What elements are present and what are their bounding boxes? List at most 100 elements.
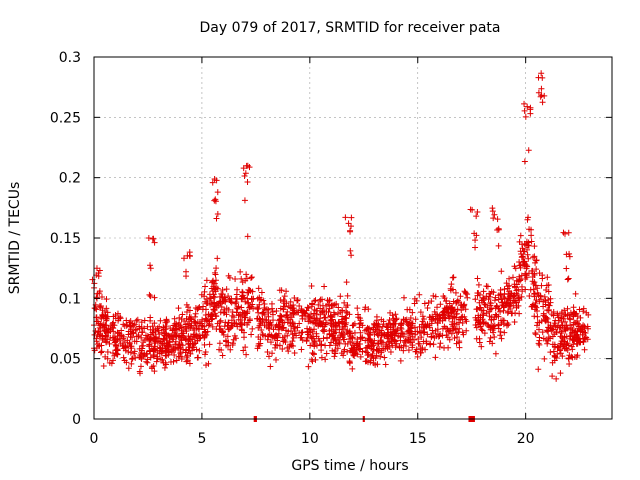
data-point <box>254 306 261 313</box>
data-point <box>343 308 350 315</box>
data-point <box>475 281 482 288</box>
data-point <box>348 252 355 259</box>
data-point <box>378 316 385 323</box>
data-point <box>541 293 548 300</box>
data-point <box>566 360 573 367</box>
data-point <box>364 324 371 331</box>
data-point <box>103 317 110 324</box>
data-point <box>382 361 389 368</box>
data-point <box>233 291 240 298</box>
axis-ticks: 0 5 10 15 20 0 0.05 0.1 0.15 0.2 0.25 0.3 <box>50 50 612 447</box>
data-point <box>389 334 396 341</box>
data-point <box>538 282 545 289</box>
data-point <box>331 330 338 337</box>
data-point <box>176 341 183 348</box>
data-point <box>281 303 288 310</box>
data-point <box>504 309 511 316</box>
data-point <box>159 338 166 345</box>
data-point <box>509 274 516 281</box>
data-point <box>209 179 216 186</box>
data-point <box>537 93 544 100</box>
data-point <box>365 359 372 366</box>
data-point <box>125 348 132 355</box>
data-point <box>413 297 420 304</box>
data-point <box>505 321 512 328</box>
data-point <box>128 356 135 363</box>
data-point <box>476 305 483 312</box>
data-point <box>203 300 210 307</box>
data-point <box>562 311 569 318</box>
data-point <box>561 338 568 345</box>
data-point <box>269 305 276 312</box>
data-point <box>290 302 297 309</box>
data-point <box>562 318 569 325</box>
data-point <box>566 333 573 340</box>
data-point <box>362 304 369 311</box>
data-point <box>98 348 105 355</box>
data-point <box>312 356 319 363</box>
data-point <box>519 253 526 260</box>
data-point <box>235 316 242 323</box>
data-point <box>564 305 571 312</box>
data-point <box>359 322 366 329</box>
data-point <box>240 165 247 172</box>
data-point <box>489 340 496 347</box>
data-point <box>331 311 338 318</box>
data-point <box>96 333 103 340</box>
data-point <box>505 295 512 302</box>
data-point <box>538 85 545 92</box>
data-point <box>450 326 457 333</box>
data-point <box>187 322 194 329</box>
data-point <box>525 214 532 221</box>
data-point <box>492 311 499 318</box>
data-point <box>322 356 329 363</box>
data-point <box>342 315 349 322</box>
data-point <box>136 368 143 375</box>
data-point <box>187 350 194 357</box>
data-point <box>242 344 249 351</box>
data-point <box>140 339 147 346</box>
data-point <box>331 301 338 308</box>
data-point <box>93 314 100 321</box>
data-point <box>498 268 505 275</box>
data-point <box>516 310 523 317</box>
data-point <box>208 313 215 320</box>
data-point <box>138 329 145 336</box>
data-point <box>305 331 312 338</box>
data-point <box>356 324 363 331</box>
data-point <box>409 309 416 316</box>
data-point <box>267 363 274 370</box>
data-point <box>461 301 468 308</box>
data-point <box>521 240 528 247</box>
data-point <box>525 270 532 277</box>
data-point <box>543 336 550 343</box>
data-point <box>458 302 465 309</box>
data-point <box>212 198 219 205</box>
data-point <box>214 255 221 262</box>
data-point <box>354 311 361 318</box>
data-point <box>580 335 587 342</box>
data-point <box>457 293 464 300</box>
data-point <box>95 328 102 335</box>
data-point <box>540 310 547 317</box>
data-point <box>564 276 571 283</box>
data-point <box>503 322 510 329</box>
data-point <box>150 351 157 358</box>
data-point <box>255 324 262 331</box>
data-point <box>323 350 330 357</box>
data-point <box>110 337 117 344</box>
data-point <box>495 242 502 249</box>
data-point <box>94 290 101 297</box>
data-point <box>448 330 455 337</box>
data-point <box>479 316 486 323</box>
data-point <box>542 318 549 325</box>
data-point <box>456 344 463 351</box>
data-point <box>107 335 114 342</box>
y-tick-label: 0.3 <box>59 50 81 66</box>
data-point <box>511 297 518 304</box>
data-point <box>543 282 550 289</box>
data-point <box>225 320 232 326</box>
data-point <box>128 345 135 352</box>
data-point <box>497 308 504 315</box>
data-point <box>581 346 588 353</box>
